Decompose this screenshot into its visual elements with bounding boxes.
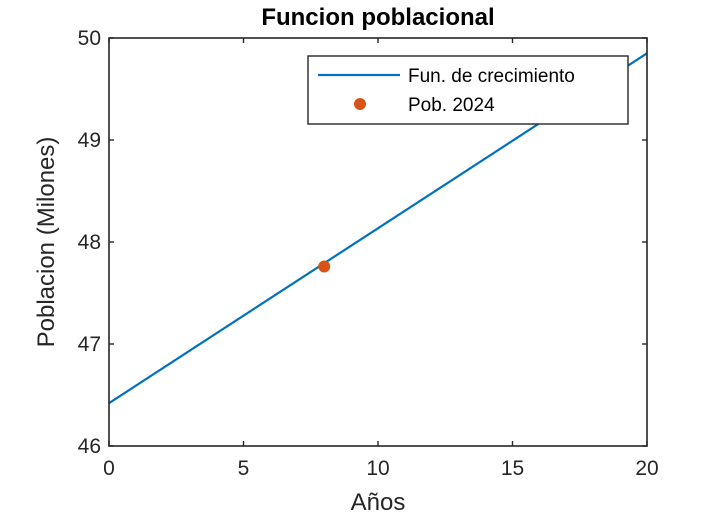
plot-frame [108,37,648,447]
x-axis-title: Años [351,489,406,516]
x-tick-label: 5 [238,457,250,480]
y-tick-label: 49 [78,129,101,152]
x-tick-label: 20 [635,457,658,480]
legend: Fun. de crecimiento Pob. 2024 [307,55,629,125]
y-axis-title: Poblacion (Milones) [33,137,60,348]
y-tick-label: 46 [78,435,101,458]
y-ticks: 46 47 48 49 50 [78,27,647,458]
data-point-pob-2024 [318,260,331,273]
y-tick-label: 48 [78,231,101,254]
y-tick-label: 50 [78,27,101,50]
legend-box [307,55,629,125]
x-tick-label: 0 [103,457,115,480]
legend-label-marker: Pob. 2024 [408,95,495,116]
x-tick-label: 15 [501,457,524,480]
x-tick-label: 10 [366,457,389,480]
chart-title: Funcion poblacional [261,4,494,31]
legend-label-line: Fun. de crecimiento [408,66,575,87]
y-tick-label: 47 [78,333,101,356]
legend-swatch-marker [354,98,366,110]
